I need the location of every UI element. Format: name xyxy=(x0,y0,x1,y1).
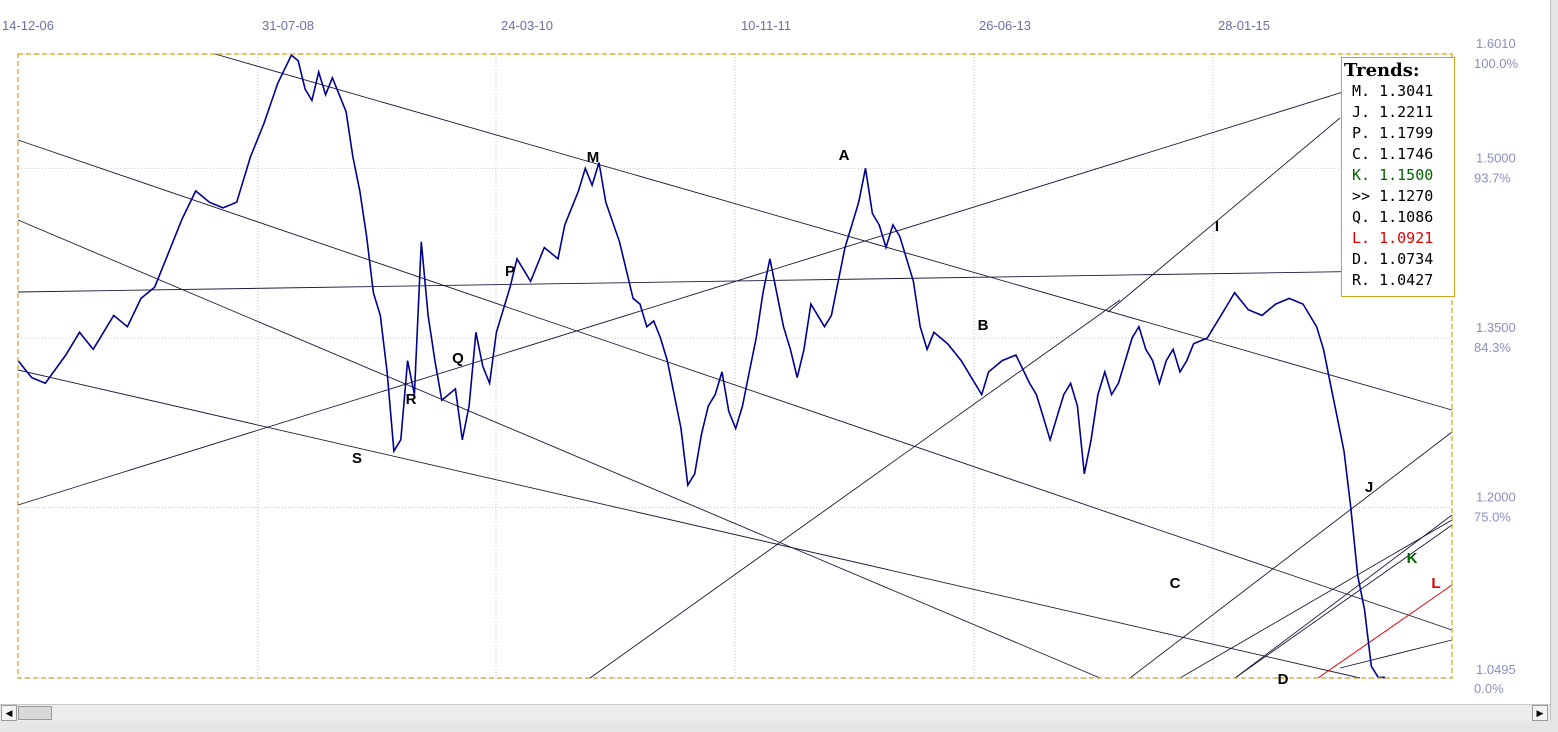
plot-frame xyxy=(17,53,1453,679)
trend-line-2 xyxy=(17,219,1101,679)
y-percent-label: 75.0% xyxy=(1474,510,1511,525)
y-price-label: 1.0495 xyxy=(1476,662,1516,677)
trend-label-M: M xyxy=(587,149,600,166)
trend-labels: M A P Q R S B I J KL C D xyxy=(352,147,1441,688)
trend-label-D: D xyxy=(1278,671,1289,688)
x-date-label: 10-11-11 xyxy=(741,18,791,33)
legend-key: R. xyxy=(1352,271,1371,289)
trend-line-7 xyxy=(1129,431,1453,679)
legend-key: M. xyxy=(1352,82,1371,100)
y-price-label: 1.2000 xyxy=(1476,490,1516,505)
trend-line-10 xyxy=(1339,639,1453,669)
trend-line-1 xyxy=(17,139,1453,631)
trend-line-8 xyxy=(1234,514,1453,679)
legend-entry: Q. 1.1086 xyxy=(1342,207,1454,228)
horizontal-scrollbar[interactable]: ◀ ▶ xyxy=(0,704,1550,722)
trend-label-K: K xyxy=(1407,550,1418,567)
legend-entry: C. 1.1746 xyxy=(1342,144,1454,165)
legend-entry: J. 1.2211 xyxy=(1342,102,1454,123)
trends-legend: Trends: M. 1.3041 J. 1.2211 P. 1.1799 C. 1.… xyxy=(1341,57,1455,297)
scroll-left-button[interactable]: ◀ xyxy=(1,705,17,721)
x-date-label: 31-07-08 xyxy=(262,18,314,33)
legend-value: 1.1799 xyxy=(1379,124,1434,142)
x-date-label: 24-03-10 xyxy=(501,18,553,33)
trend-label-I: I xyxy=(1215,218,1219,235)
legend-entry: L. 1.0921 xyxy=(1342,228,1454,249)
y-price-label: 1.6010 xyxy=(1476,36,1516,51)
legend-entry: P. 1.1799 xyxy=(1342,123,1454,144)
trend-label-A: A xyxy=(839,147,850,164)
price-series-line xyxy=(17,53,1385,679)
legend-value: 1.1500 xyxy=(1379,166,1434,184)
trend-label-R: R xyxy=(406,391,417,408)
legend-value: 1.3041 xyxy=(1379,82,1434,100)
trend-label-B: B xyxy=(978,317,989,334)
legend-key: K. xyxy=(1352,166,1371,184)
legend-value: 1.0427 xyxy=(1379,271,1434,289)
window-right-border xyxy=(1550,0,1558,732)
y-axis-labels: 1.6010 100.0% 1.5000 93.7% 1.3500 84.3% 1.2000… xyxy=(1474,36,1519,696)
legend-key: J. xyxy=(1352,103,1371,121)
y-percent-label: 84.3% xyxy=(1474,340,1511,355)
trend-label-Q: Q xyxy=(452,350,464,367)
legend-value: 1.1746 xyxy=(1379,145,1434,163)
legend-entry: K. 1.1500 xyxy=(1342,165,1454,186)
legend-value: 1.1086 xyxy=(1379,208,1434,226)
y-percent-label: 100.0% xyxy=(1474,56,1519,71)
x-date-label: 28-01-15 xyxy=(1218,18,1270,33)
legend-value: 1.0921 xyxy=(1379,229,1434,247)
legend-key: P. xyxy=(1352,124,1371,142)
legend-value: 1.0734 xyxy=(1379,250,1434,268)
trend-line-4 xyxy=(17,57,1453,506)
x-axis-date-labels: 14-12-06 31-07-08 24-03-10 10-11-11 26-06-13… xyxy=(2,18,1270,33)
legend-rows: M. 1.3041 J. 1.2211 P. 1.1799 C. 1.1746 K. 1… xyxy=(1342,81,1454,291)
window-bottom-border xyxy=(0,721,1558,732)
legend-entry: D. 1.0734 xyxy=(1342,249,1454,270)
trend-line-L xyxy=(1317,584,1453,679)
grid-lines xyxy=(18,53,1452,679)
scrollbar-thumb[interactable] xyxy=(18,706,52,720)
trend-line-3 xyxy=(17,369,1361,679)
x-date-label: 26-06-13 xyxy=(979,18,1031,33)
y-percent-label: 0.0% xyxy=(1474,681,1504,696)
trend-line-5 xyxy=(17,269,1453,293)
trend-label-L: L xyxy=(1431,575,1440,592)
trend-line-0 xyxy=(214,53,1453,411)
trend-lines xyxy=(17,53,1453,679)
y-price-label: 1.3500 xyxy=(1476,320,1516,335)
legend-entry: M. 1.3041 xyxy=(1342,81,1454,102)
trend-line-9 xyxy=(1234,524,1453,679)
trend-line-11 xyxy=(1179,519,1453,679)
trend-label-S: S xyxy=(352,450,362,467)
legend-value: 1.1270 xyxy=(1379,187,1434,205)
legend-key: D. xyxy=(1352,250,1371,268)
trend-line-I xyxy=(1107,117,1341,313)
legend-key: L. xyxy=(1352,229,1371,247)
legend-key: Q. xyxy=(1352,208,1371,226)
x-date-label: 14-12-06 xyxy=(2,18,54,33)
trend-label-C: C xyxy=(1170,575,1181,592)
y-price-label: 1.5000 xyxy=(1476,150,1516,165)
legend-entry: R. 1.0427 xyxy=(1342,270,1454,291)
y-percent-label: 93.7% xyxy=(1474,170,1511,185)
legend-entry: >> 1.1270 xyxy=(1342,186,1454,207)
legend-key: C. xyxy=(1352,145,1371,163)
scroll-right-button[interactable]: ▶ xyxy=(1532,705,1548,721)
trend-label-P: P xyxy=(505,263,515,280)
legend-key: >> xyxy=(1352,187,1371,205)
trend-line-6 xyxy=(589,299,1121,679)
legend-title: Trends: xyxy=(1344,60,1420,81)
legend-value: 1.2211 xyxy=(1379,103,1434,121)
trend-label-J: J xyxy=(1365,479,1373,496)
